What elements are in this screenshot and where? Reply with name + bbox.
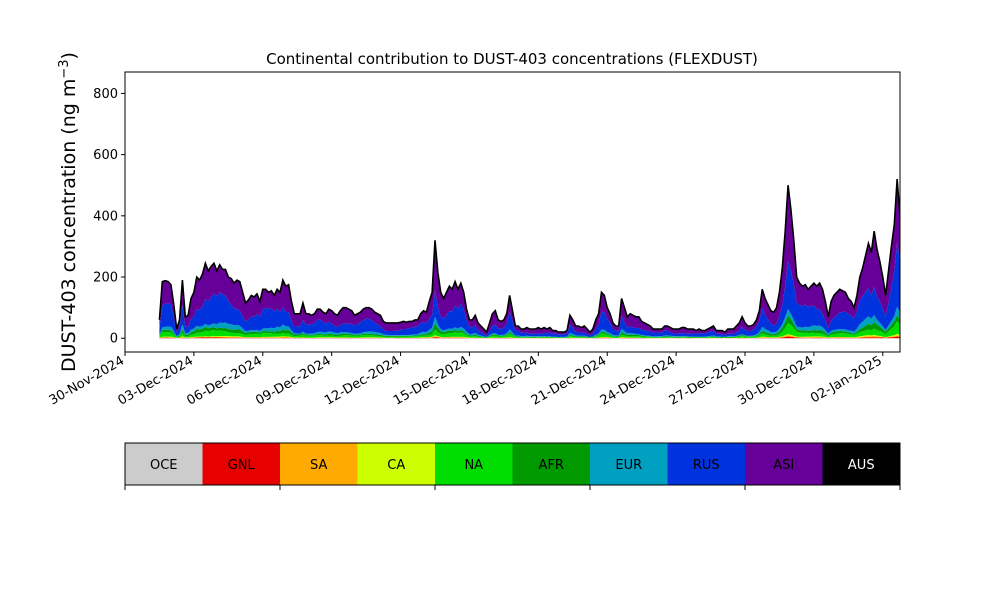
colorbar-label-aus: AUS [848,458,875,473]
area-rus [159,241,900,338]
colorbar-swatch-sa [280,443,358,485]
colorbar-swatch-ca [357,443,435,485]
colorbar-swatch-eur [590,443,668,485]
colorbar-swatch-asi [745,443,823,485]
area-na [159,320,900,339]
x-tick-label: 30-Dec-2024 [735,353,815,408]
x-tick-label: 15-Dec-2024 [391,353,471,408]
x-tick-label: 02-Jan-2025 [808,353,885,406]
x-tick-label: 24-Dec-2024 [598,353,678,408]
y-tick-label: 800 [93,87,118,102]
y-tick-label: 400 [93,209,118,224]
colorbar-frame [124,442,901,486]
area-asi [159,179,900,336]
colorbar-label-rus: RUS [693,458,720,473]
total-concentration-line [158,179,900,334]
colorbar-swatch-oce [125,443,203,485]
x-axis: 30-Nov-202403-Dec-202406-Dec-202409-Dec-… [47,352,885,409]
colorbar-swatch-aus [822,443,900,485]
colorbar-label-gnl: GNL [228,458,256,473]
y-tick-label: 600 [93,148,118,163]
area-sa [159,335,900,339]
y-tick-label: 0 [110,332,118,347]
y-axis: 0 200 400 600 800 [93,87,125,347]
colorbar-swatch-gnl [202,443,280,485]
colorbar-label-sa: SA [310,458,327,473]
y-tick-label: 200 [93,271,118,286]
colorbar-label-na: NA [464,458,483,473]
x-tick-label: 27-Dec-2024 [667,353,747,408]
area-gnl [159,336,900,339]
colorbar-label-afr: AFR [539,458,564,473]
colorbar-swatch-afr [512,443,590,485]
colorbar-label-eur: EUR [615,458,642,473]
colorbar-swatch-rus [667,443,745,485]
colorbar-label-ca: CA [387,458,405,473]
x-tick-label: 09-Dec-2024 [253,353,333,408]
x-tick-label: 06-Dec-2024 [184,353,264,408]
colorbar-swatch-na [435,443,513,485]
plot-frame [124,71,901,353]
stacked-areas [159,179,900,339]
x-tick-label: 12-Dec-2024 [322,353,402,408]
colorbar-label-oce: OCE [150,458,178,473]
x-tick-label: 03-Dec-2024 [115,353,195,408]
colorbar-label-asi: ASI [773,458,794,473]
region-colorbar: OCE GNL SA CA NA AFR EUR RUS ASI AUS [124,442,901,490]
y-axis-label: DUST-403 concentration (ng m−3) [57,52,80,372]
chart-title: Continental contribution to DUST-403 con… [266,50,758,68]
x-tick-label: 21-Dec-2024 [529,353,609,408]
x-tick-label: 18-Dec-2024 [460,353,540,408]
